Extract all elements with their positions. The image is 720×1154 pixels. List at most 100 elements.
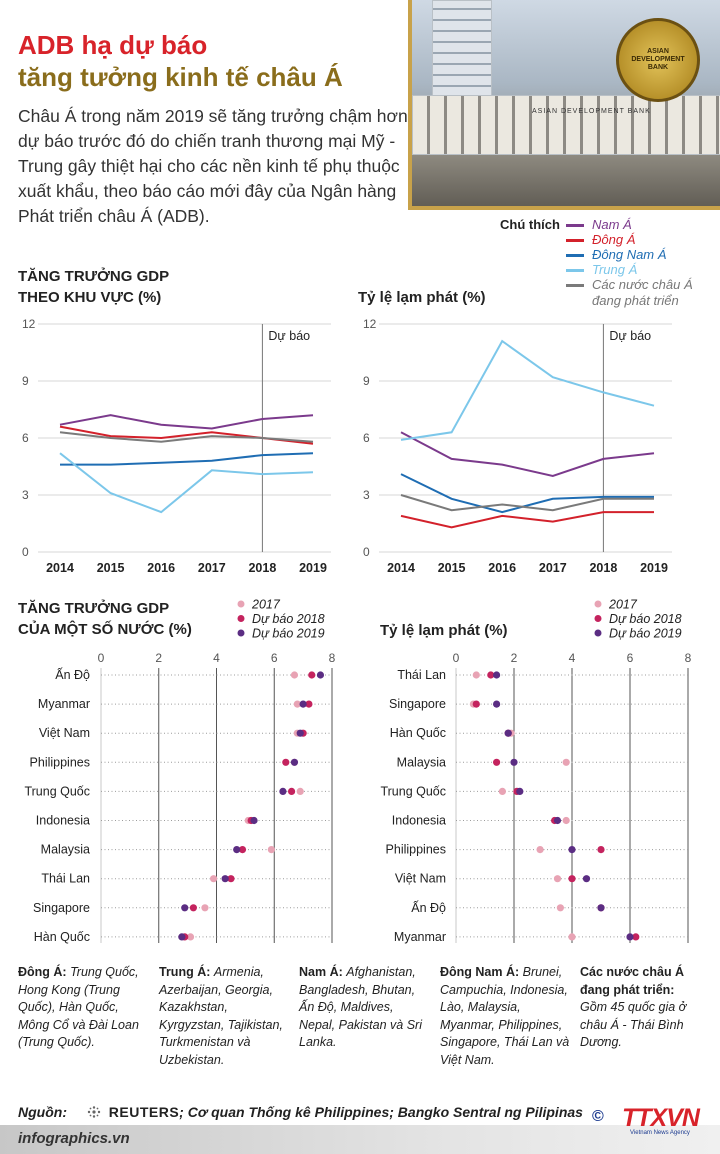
dot-legend-label: Dự báo 2018 bbox=[252, 612, 325, 626]
category-label: Thái Lan bbox=[397, 668, 446, 682]
data-point bbox=[487, 671, 495, 679]
category-label: Ấn Độ bbox=[55, 667, 90, 682]
category-label: Malaysia bbox=[397, 755, 446, 769]
legend-label: Nam Á bbox=[592, 217, 632, 232]
dot-legend-label: Dự báo 2019 bbox=[609, 627, 682, 641]
logo-subtext: Vietnam News Agency bbox=[630, 1130, 690, 1136]
x-tick-label: 2 bbox=[511, 651, 518, 665]
footer-bar: infographics.vn bbox=[0, 1125, 720, 1154]
footnote-trung-a: Trung Á: Armenia, Azerbaijan, Georgia, K… bbox=[159, 964, 284, 1069]
category-label: Philippines bbox=[30, 755, 90, 769]
footnote-body: Trung Quốc, Hong Kong (Trung Quốc), Hàn … bbox=[18, 965, 139, 1049]
series-line bbox=[59, 431, 314, 443]
data-point bbox=[181, 904, 189, 912]
data-point bbox=[493, 671, 501, 679]
data-point bbox=[189, 904, 197, 912]
x-tick-label: 2014 bbox=[387, 561, 415, 575]
legend-swatch bbox=[566, 284, 584, 287]
x-tick-label: 2016 bbox=[147, 561, 175, 575]
footnote-head: Các nước châu Á đang phát triển: bbox=[580, 965, 685, 997]
data-point bbox=[493, 758, 501, 766]
category-label: Hàn Quốc bbox=[34, 930, 90, 944]
data-point bbox=[504, 729, 512, 737]
adb-seal-icon: ASIAN DEVELOPMENT BANK bbox=[616, 18, 700, 102]
dot-legend-marker bbox=[594, 629, 602, 637]
data-point bbox=[582, 875, 591, 883]
data-point bbox=[516, 787, 524, 795]
series-line bbox=[59, 452, 314, 514]
source-rest: ; Cơ quan Thống kê Philippines; Bangko S… bbox=[179, 1104, 583, 1120]
inflation-region-line-chart: 0 3 6 9 12 Dự báo 2014 2015 2016 2017 2018 2019 bbox=[363, 317, 672, 575]
category-label: Myanmar bbox=[38, 697, 90, 711]
category-label: Singapore bbox=[389, 697, 446, 711]
inflation-country-dot-chart: 0 2 4 6 8 Thái Lan Singapore Hàn Quốc Malaysia Tr… bbox=[380, 651, 692, 944]
data-point bbox=[472, 671, 480, 679]
y-tick-label: 3 bbox=[22, 488, 29, 502]
seal-text: ASIAN DEVELOPMENT BANK bbox=[631, 48, 685, 71]
dot-legend-marker bbox=[594, 600, 602, 608]
category-label: Việt Nam bbox=[39, 726, 90, 740]
x-tick-label: 8 bbox=[685, 651, 692, 665]
data-point bbox=[493, 700, 501, 708]
source-line: Nguồn: REUTERS; Cơ quan Thống kê Philipp… bbox=[18, 1104, 583, 1120]
data-point bbox=[472, 700, 480, 708]
legend-swatch bbox=[566, 254, 584, 257]
y-tick-label: 0 bbox=[22, 545, 29, 559]
y-tick-label: 9 bbox=[363, 374, 370, 388]
data-point bbox=[293, 700, 301, 708]
series-line bbox=[400, 494, 654, 512]
x-tick-label: 2016 bbox=[488, 561, 516, 575]
footnote-body: Brunei, Campuchia, Indonesia, Lào, Malay… bbox=[440, 965, 570, 1067]
category-label: Việt Nam bbox=[395, 872, 446, 886]
x-tick-label: 4 bbox=[569, 651, 576, 665]
legend-item: Các nước châu Á đang phát triển bbox=[566, 277, 712, 309]
x-tick-label: 0 bbox=[98, 651, 105, 665]
series-line bbox=[59, 414, 314, 430]
footnote-nam-a: Nam Á: Afghanistan, Bangladesh, Bhutan, … bbox=[299, 964, 429, 1052]
dot-legend-label: Dự báo 2018 bbox=[609, 612, 682, 626]
series-line bbox=[59, 425, 314, 445]
footnote-head: Trung Á: bbox=[159, 965, 211, 979]
data-point bbox=[296, 729, 304, 737]
gdp-country-dot-chart: 0 2 4 6 8 Ấn Độ Myanmar Việt Nam Philippines Trun… bbox=[24, 651, 335, 944]
data-point bbox=[568, 933, 576, 941]
y-tick-label: 12 bbox=[363, 317, 377, 331]
legend-label: Các nước châu Á đang phát triển bbox=[592, 277, 693, 308]
site-name: infographics.vn bbox=[18, 1130, 130, 1147]
x-tick-label: 0 bbox=[453, 651, 460, 665]
gdp-region-line-chart: 0 3 6 9 12 Dự báo 2014 2015 2016 2017 2018 2019 bbox=[22, 317, 331, 575]
x-tick-label: 2015 bbox=[438, 561, 466, 575]
dot-legend-label: 2017 bbox=[608, 598, 638, 612]
data-point bbox=[267, 846, 275, 854]
x-tick-label: 6 bbox=[627, 651, 634, 665]
x-tick-label: 2015 bbox=[97, 561, 125, 575]
category-label: Indonesia bbox=[36, 814, 90, 828]
series-line bbox=[400, 473, 654, 514]
footnote-dong-a: Đông Á: Trung Quốc, Hong Kong (Trung Quố… bbox=[18, 964, 148, 1052]
logo-text: TTXVN bbox=[622, 1104, 700, 1132]
footnote-body: Armenia, Azerbaijan, Georgia, Kazakhstan… bbox=[159, 965, 283, 1067]
x-tick-label: 2019 bbox=[299, 561, 327, 575]
reuters-wordmark: REUTERS bbox=[108, 1104, 180, 1120]
ttxvn-logo: © TTXVN Vietnam News Agency bbox=[592, 1104, 706, 1140]
data-point bbox=[290, 758, 299, 766]
x-tick-label: 2017 bbox=[198, 561, 226, 575]
data-point bbox=[233, 846, 241, 854]
data-point bbox=[279, 787, 287, 795]
footnote-head: Đông Á: bbox=[18, 965, 67, 979]
category-label: Hàn Quốc bbox=[390, 726, 446, 740]
copyright-icon: © bbox=[592, 1108, 604, 1125]
x-tick-label: 4 bbox=[213, 651, 220, 665]
data-point bbox=[562, 816, 570, 825]
data-point bbox=[568, 875, 576, 883]
data-point bbox=[201, 904, 209, 912]
x-tick-label: 2014 bbox=[46, 561, 74, 575]
legend-swatch bbox=[566, 269, 584, 272]
data-point bbox=[308, 671, 316, 679]
x-tick-label: 6 bbox=[271, 651, 278, 665]
y-tick-label: 6 bbox=[22, 431, 29, 445]
footnote-dong-nam-a: Đông Nam Á: Brunei, Campuchia, Indonesia… bbox=[440, 964, 570, 1069]
data-point bbox=[287, 787, 296, 795]
gdp-region-title: TĂNG TRƯỞNG GDP THEO KHU VỰC (%) bbox=[18, 268, 170, 306]
